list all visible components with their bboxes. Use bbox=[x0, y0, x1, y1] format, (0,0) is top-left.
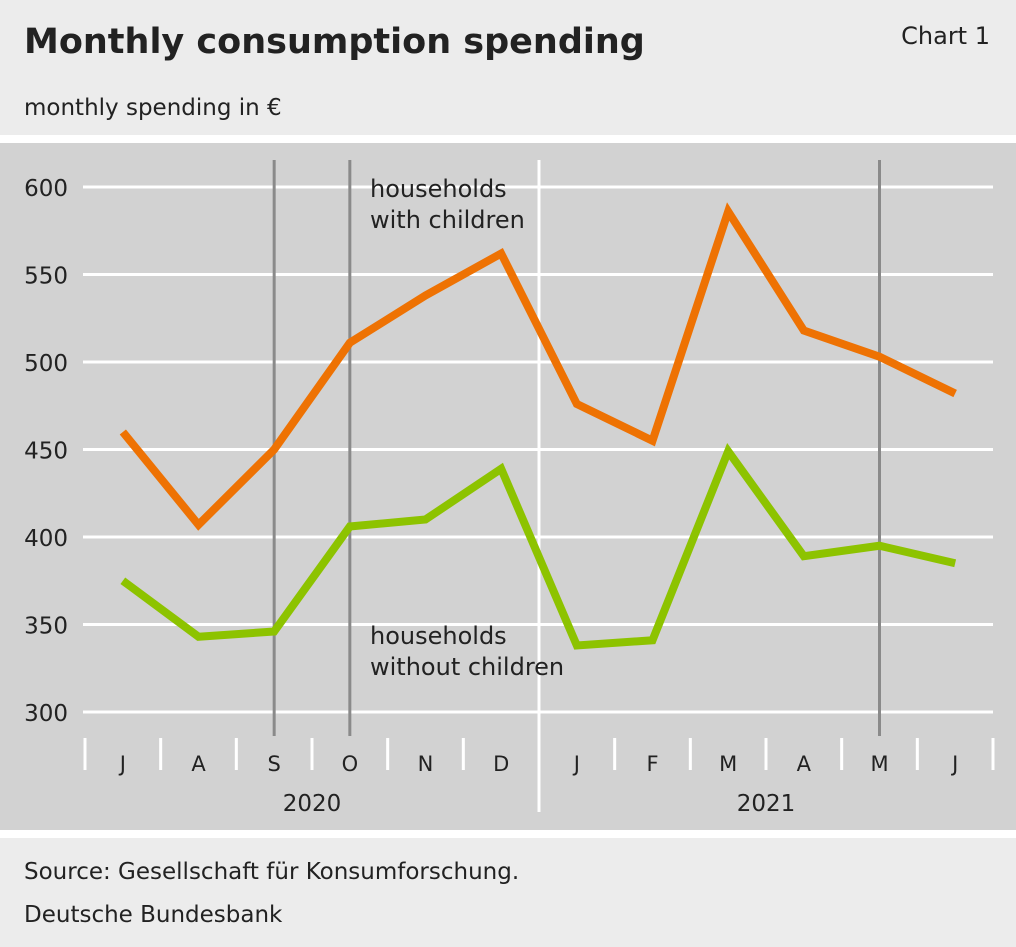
series-label-with-children-line1: households bbox=[370, 175, 507, 203]
x-tick-label: J bbox=[950, 752, 958, 776]
chart-title: Monthly consumption spending bbox=[24, 22, 645, 62]
series-label-without-children-line2: without children bbox=[370, 653, 564, 681]
y-tick-label: 500 bbox=[24, 351, 68, 377]
series-line-with-children bbox=[119, 202, 957, 531]
year-label: 2021 bbox=[737, 791, 796, 817]
y-tick-label: 550 bbox=[24, 264, 68, 290]
y-tick-label: 300 bbox=[24, 701, 68, 727]
x-tick-label: M bbox=[719, 752, 737, 776]
y-tick-label: 350 bbox=[24, 614, 68, 640]
x-tick-label: A bbox=[797, 752, 812, 776]
x-tick-label: N bbox=[418, 752, 434, 776]
publisher: Deutsche Bundesbank bbox=[24, 902, 283, 928]
series-line-without-children bbox=[120, 443, 957, 650]
x-tick-label: O bbox=[342, 752, 359, 776]
y-axis-label: monthly spending in € bbox=[24, 95, 282, 121]
x-tick-label: A bbox=[191, 752, 206, 776]
x-tick-label: J bbox=[118, 752, 126, 776]
series-label-without-children-line1: households bbox=[370, 622, 507, 650]
y-tick-label: 400 bbox=[24, 526, 68, 552]
series-label-with-children-line2: with children bbox=[370, 206, 525, 234]
y-tick-label: 450 bbox=[24, 439, 68, 465]
x-tick-label: M bbox=[870, 752, 888, 776]
x-tick-label: J bbox=[572, 752, 580, 776]
divider bbox=[0, 830, 1016, 838]
source-note: Source: Gesellschaft für Konsumforschung… bbox=[24, 859, 519, 885]
year-label: 2020 bbox=[283, 791, 342, 817]
chart-number: Chart 1 bbox=[901, 22, 990, 50]
divider bbox=[0, 135, 1016, 143]
x-tick-label: F bbox=[646, 752, 658, 776]
x-tick-label: S bbox=[267, 752, 280, 776]
y-tick-label: 600 bbox=[24, 176, 68, 202]
x-tick-label: D bbox=[493, 752, 509, 776]
